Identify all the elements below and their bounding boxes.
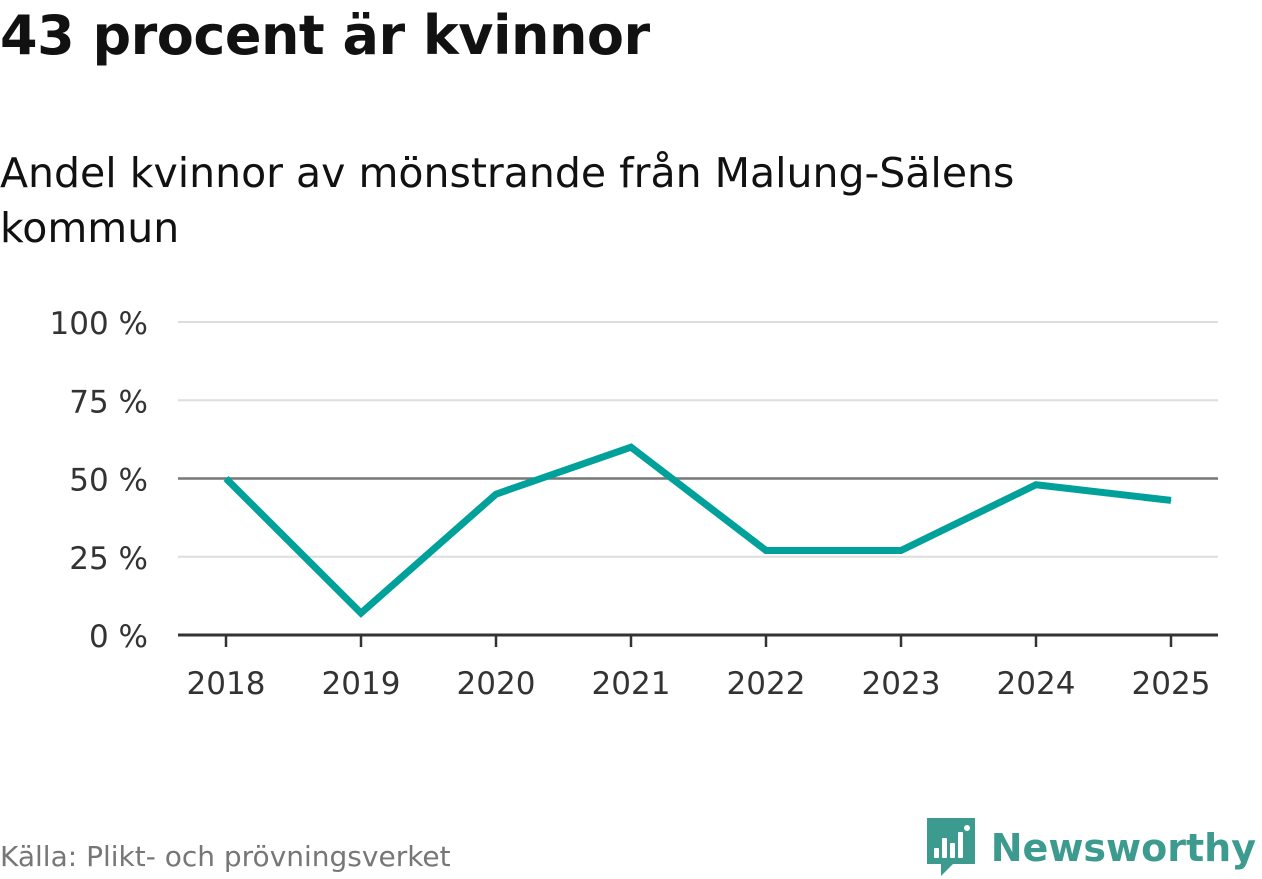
x-tick-label: 2025 (1132, 666, 1211, 702)
x-axis: 2018 2019 2020 2021 2022 2023 2024 2025 (178, 633, 1218, 702)
grid-lines (178, 321, 1218, 558)
x-tick-label: 2018 (187, 666, 266, 702)
source-note: Källa: Plikt- och prövningsverket (0, 840, 451, 873)
data-point-2022 (765, 549, 767, 551)
data-point-2024 (1035, 484, 1037, 486)
chart-title: 43 procent är kvinnor (0, 4, 650, 67)
data-point-2018 (225, 478, 227, 479)
chart-subtitle: Andel kvinnor av mönstrande från Malung-… (0, 149, 1015, 252)
x-tick-label: 2020 (457, 666, 536, 702)
y-tick-label: 50 % (69, 463, 148, 499)
brand-name: Newsworthy (990, 826, 1256, 870)
y-tick-label: 100 % (50, 306, 148, 342)
data-point-2020 (495, 493, 497, 495)
y-tick-label: 0 % (89, 619, 148, 655)
x-tick-label: 2021 (592, 666, 671, 702)
x-tick-label: 2023 (862, 666, 941, 702)
series-group (223, 443, 1172, 618)
x-tick-label: 2022 (727, 666, 806, 702)
data-point-2025 (1170, 499, 1172, 501)
data-point-2021 (630, 446, 632, 448)
y-axis: 0 % 25 % 50 % 75 % 100 % (50, 306, 148, 655)
newsworthy-logo-icon (926, 818, 975, 876)
data-point-2023 (900, 549, 902, 551)
y-tick-label: 75 % (69, 384, 148, 420)
x-tick-label: 2019 (322, 666, 401, 702)
series-line-0 (223, 443, 1172, 618)
brand-logo: Newsworthy (926, 818, 1256, 878)
x-tick-label: 2024 (997, 666, 1076, 702)
data-point-2019 (360, 612, 362, 614)
y-tick-label: 25 % (69, 541, 148, 577)
